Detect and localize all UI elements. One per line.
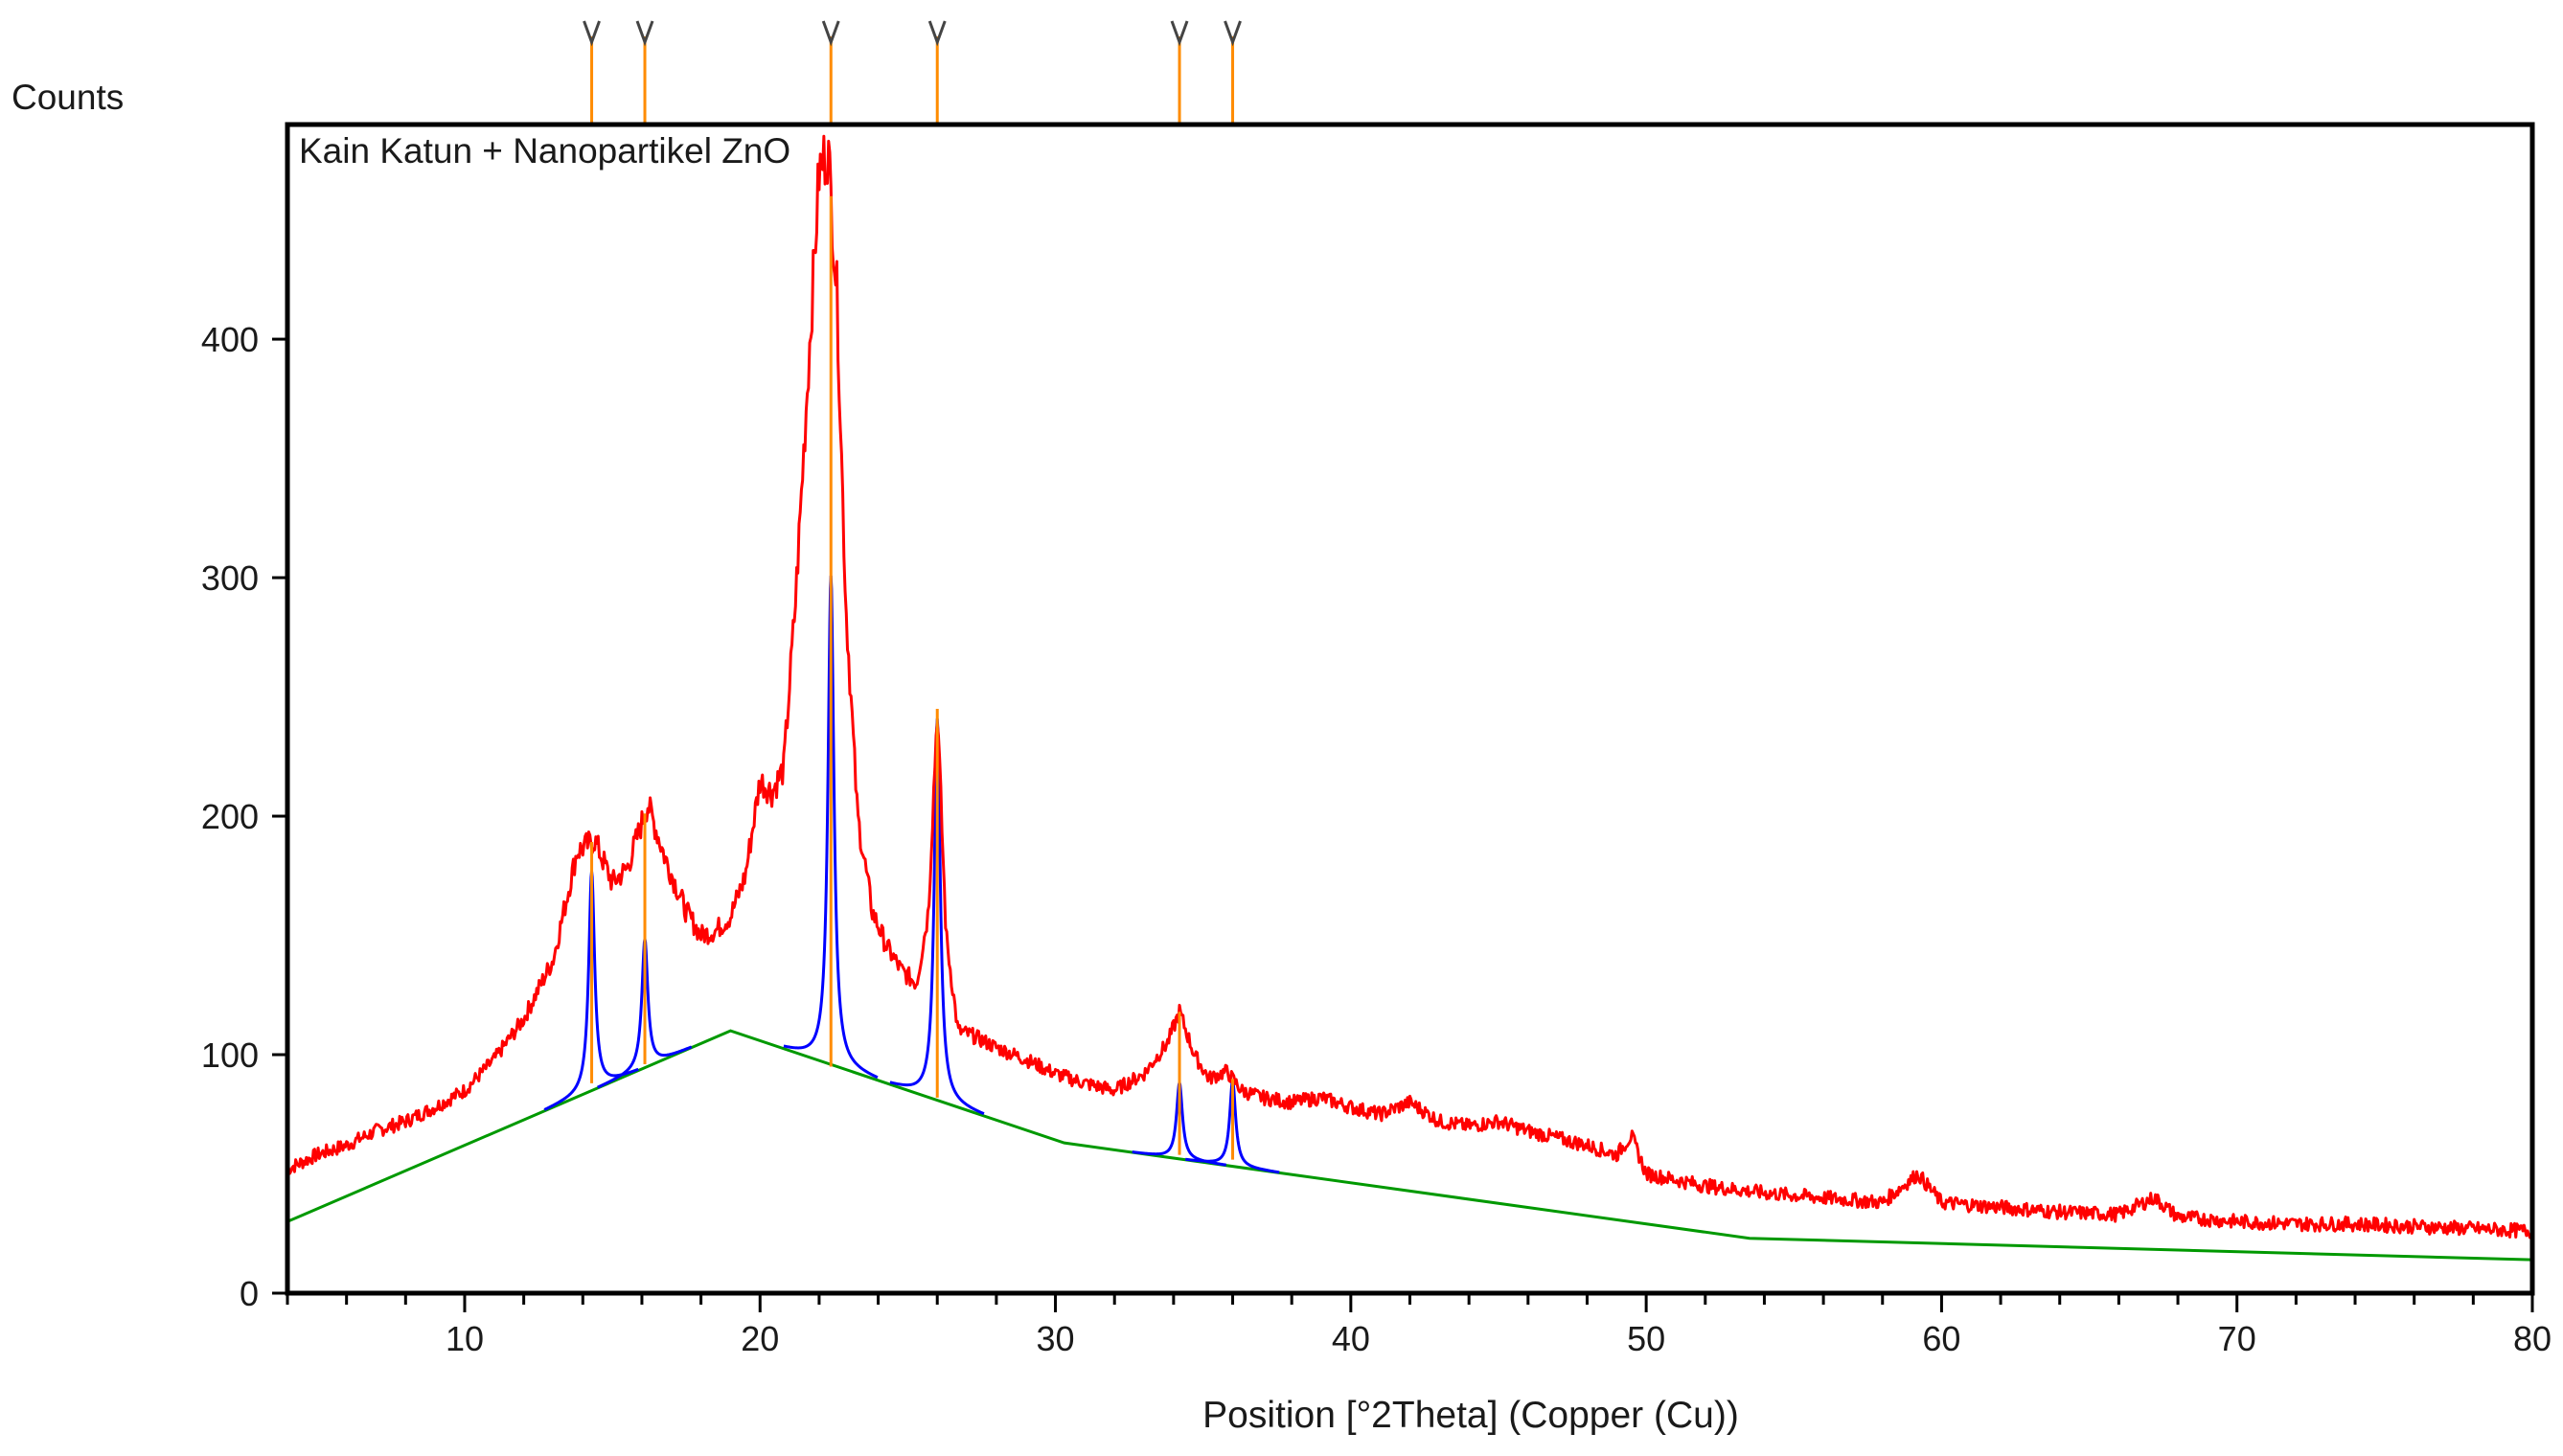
peak-position-markers bbox=[583, 20, 1242, 125]
peak-top-marker-chevron bbox=[927, 20, 947, 47]
y-tick-label: 400 bbox=[201, 320, 259, 359]
y-axis-label: Counts bbox=[11, 78, 124, 117]
peak-top-marker-chevron bbox=[821, 20, 840, 47]
y-tick-label: 0 bbox=[240, 1274, 259, 1313]
plot-area bbox=[286, 134, 2533, 1262]
peak-top-marker-chevron bbox=[635, 20, 654, 47]
sample-label: Kain Katun + Nanopartikel ZnO bbox=[299, 131, 790, 171]
background-line bbox=[286, 1029, 2533, 1262]
x-tick-label: 50 bbox=[1627, 1319, 1665, 1358]
x-axis-label: Position [°2Theta] (Copper (Cu)) bbox=[1202, 1395, 1739, 1436]
x-tick-label: 80 bbox=[2513, 1319, 2552, 1358]
peak-top-marker-chevron bbox=[1170, 20, 1189, 47]
peak-top-marker-chevron bbox=[583, 20, 601, 47]
x-tick-label: 60 bbox=[1922, 1319, 1960, 1358]
y-tick-label: 300 bbox=[201, 558, 259, 598]
x-tick-label: 40 bbox=[1332, 1319, 1370, 1358]
peak-top-marker-chevron bbox=[1224, 20, 1242, 47]
x-tick-label: 70 bbox=[2218, 1319, 2256, 1358]
x-tick-label: 30 bbox=[1037, 1319, 1075, 1358]
y-tick-label: 100 bbox=[201, 1035, 259, 1075]
observed-pattern-line bbox=[286, 134, 2532, 1240]
x-tick-label: 20 bbox=[741, 1319, 779, 1358]
axis-ticks: 10 20 30 40 50 60 70 80 0 100 200 300 400 bbox=[201, 320, 2552, 1358]
plot-frame bbox=[285, 122, 2535, 1296]
x-tick-label: 10 bbox=[446, 1319, 484, 1358]
y-tick-label: 200 bbox=[201, 797, 259, 836]
